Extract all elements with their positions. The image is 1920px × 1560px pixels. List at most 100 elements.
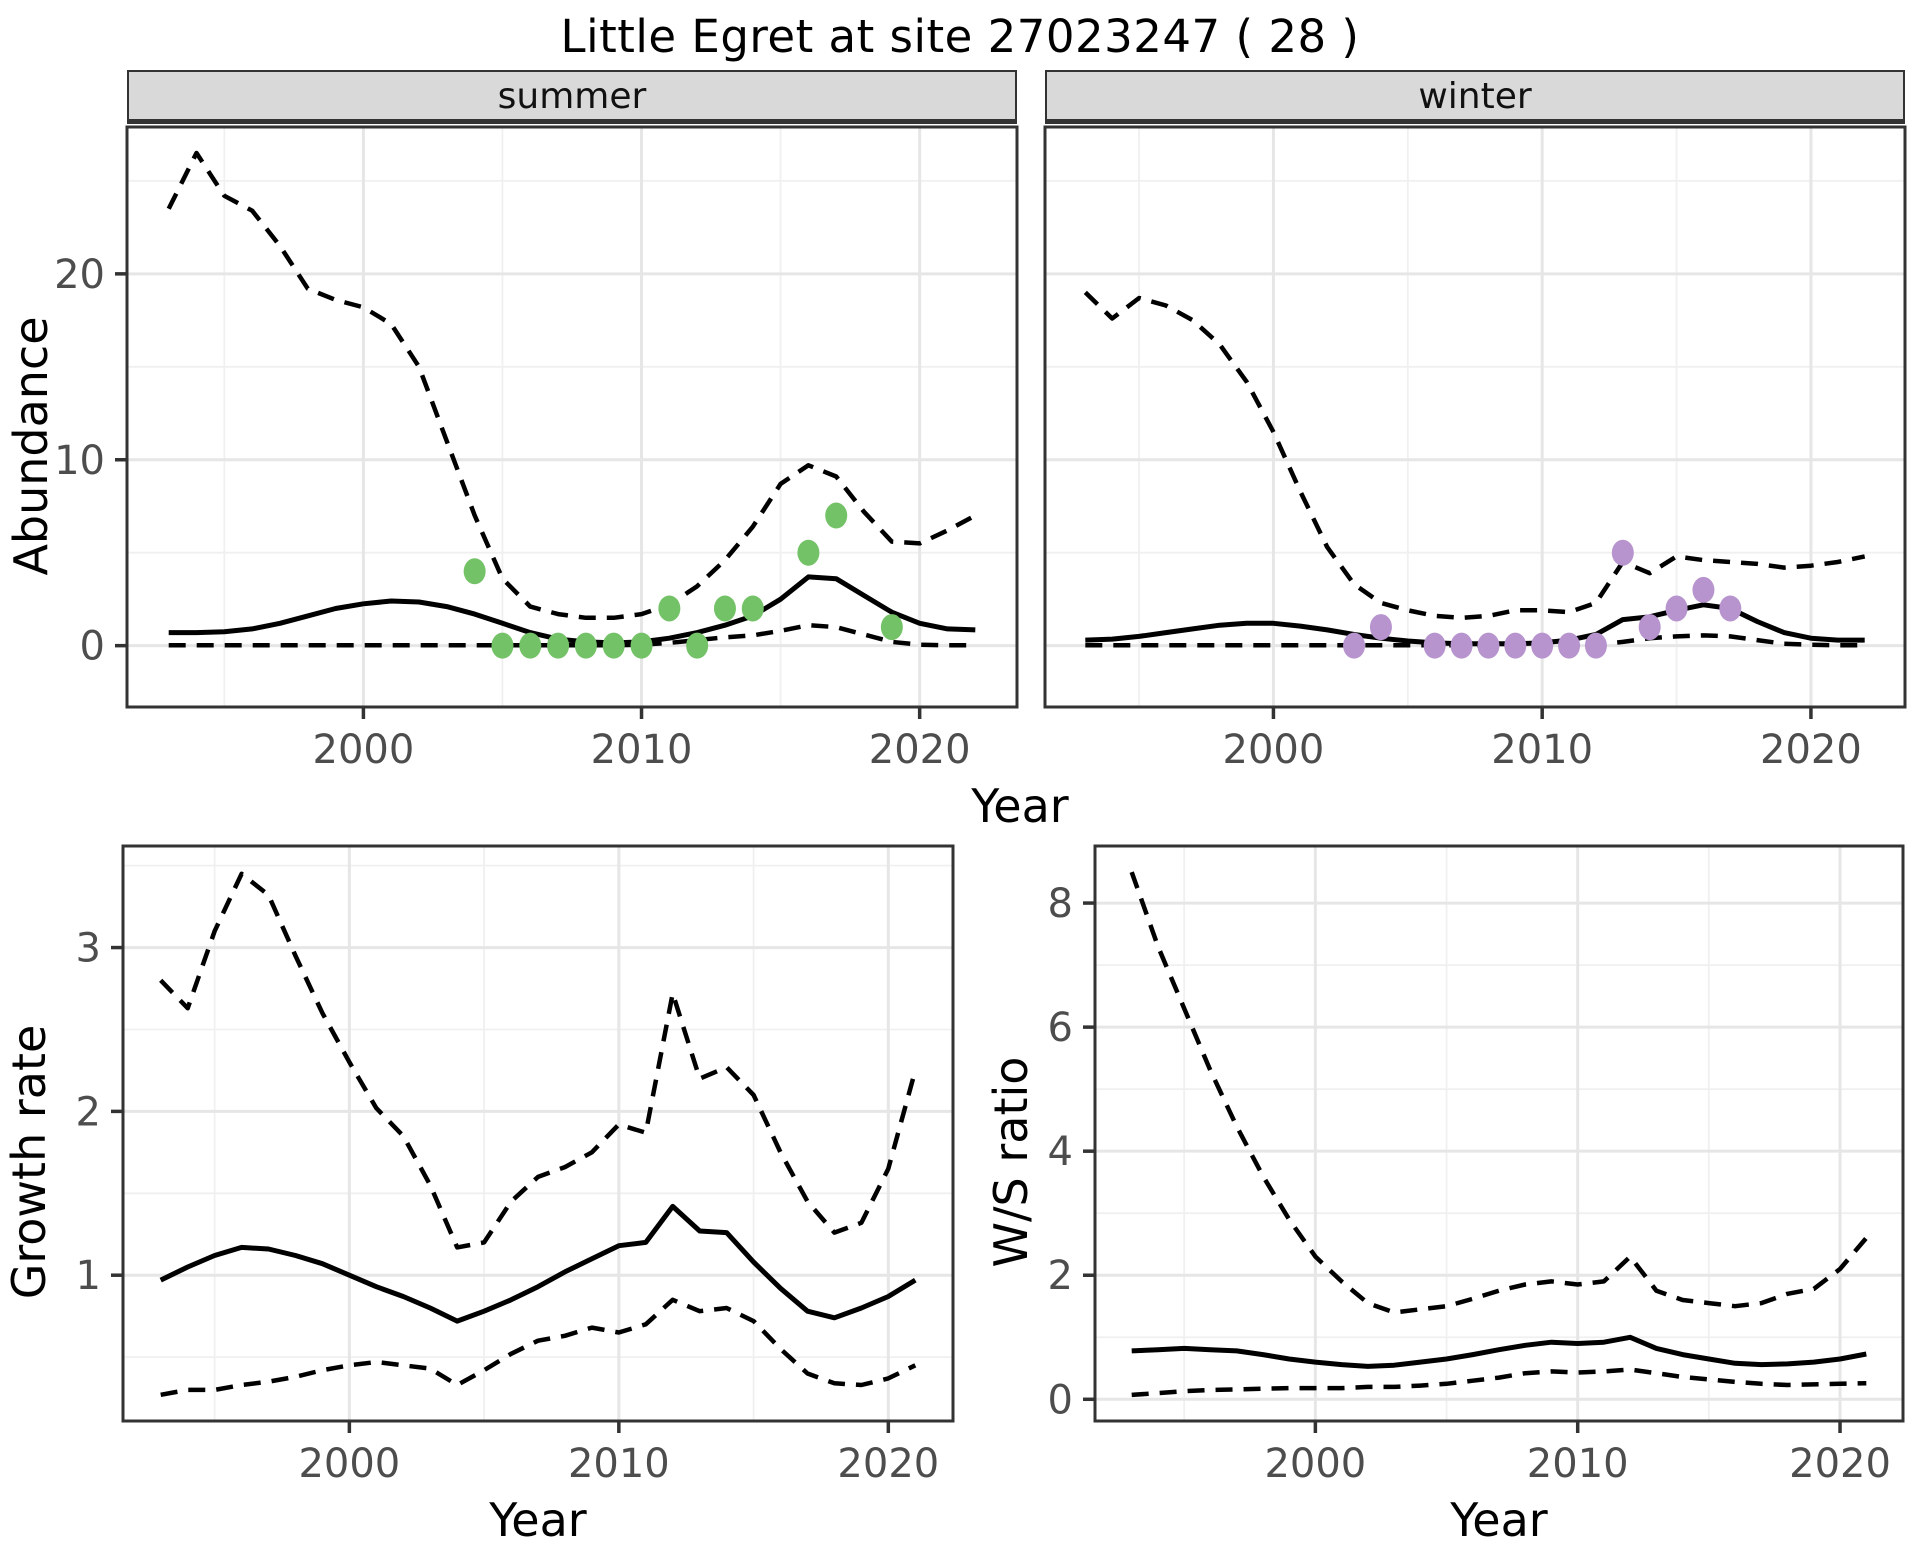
panel-border	[1043, 125, 1907, 709]
y-tick-label: 6	[1048, 1005, 1073, 1051]
x-tick-label: 2010	[568, 1441, 670, 1487]
x-tick-label: 2010	[1527, 1441, 1629, 1487]
growth-rate-x-axis-title: Year	[489, 1493, 587, 1547]
observed-point	[1477, 632, 1500, 659]
facet-strip-summer: summer	[127, 70, 1017, 124]
minor-gridlines	[123, 846, 953, 1421]
observed-point	[1369, 614, 1392, 641]
facet-summer: summer 2000 2010 2020 0 10 20	[54, 70, 1019, 779]
abundance-y-axis-title: Abundance	[4, 316, 58, 576]
summer-abundance-observed-points	[463, 502, 903, 659]
y-tick-label: 0	[1048, 1377, 1073, 1423]
observed-point	[574, 632, 597, 659]
y-tick-label: 8	[1048, 881, 1073, 927]
facet-strip-winter: winter	[1045, 70, 1905, 124]
observed-point	[463, 558, 486, 585]
observed-point	[658, 595, 681, 622]
y-tick-label: 20	[54, 252, 105, 298]
x-tick-label: 2010	[1491, 727, 1593, 773]
y-tick-label: 4	[1048, 1129, 1073, 1175]
x-tick-label: 2020	[1789, 1441, 1891, 1487]
observed-point	[880, 614, 903, 641]
panel-background	[1095, 846, 1903, 1421]
facet-strip-summer-label: summer	[497, 76, 647, 117]
major-gridlines	[123, 846, 953, 1421]
minor-gridlines	[127, 127, 1017, 707]
observed-point	[825, 502, 848, 529]
ws-ratio-x-axis-title: Year	[1450, 1493, 1548, 1547]
x-tick-label: 2020	[837, 1441, 939, 1487]
minor-gridlines	[1045, 127, 1905, 707]
facet-strip-winter-label: winter	[1418, 76, 1532, 117]
x-tick-label: 2000	[298, 1441, 400, 1487]
growth-rate-median-line	[159, 1203, 917, 1324]
summer-abundance-median-line	[168, 574, 976, 646]
abundance-facet-plot: Abundance summer 2000 2010 2020 0 10 20 winte…	[0, 70, 1920, 837]
observed-point	[1719, 595, 1742, 622]
observed-point	[602, 632, 625, 659]
x-tick-label: 2000	[1223, 727, 1325, 773]
minor-gridlines	[1095, 846, 1903, 1421]
facet-row: summer 2000 2010 2020 0 10 20 winter 2000 2010…	[54, 70, 1915, 779]
x-tick-label: 2020	[1760, 727, 1862, 773]
y-tick-label: 3	[76, 926, 101, 972]
winter-abundance-chart: 2000 2010 2020	[1043, 125, 1907, 773]
ws-ratio-chart: 2000 2010 2020 0 2 4 6 8	[1048, 844, 1905, 1487]
ws-ratio-y-axis-title: W/S ratio	[984, 1056, 1038, 1268]
panel-border	[125, 125, 1019, 709]
winter-abundance-observed-points	[1343, 539, 1742, 659]
y-tick-label: 2	[1048, 1253, 1073, 1299]
axis-ticks: 2000 2010 2020	[1223, 707, 1862, 773]
observed-point	[741, 595, 764, 622]
observed-point	[1450, 632, 1473, 659]
page-title: Little Egret at site 27023247 ( 28 )	[560, 10, 1360, 63]
panel-border	[1093, 844, 1905, 1423]
observed-point	[1692, 576, 1715, 603]
growth-rate-upper-95ci-line	[159, 871, 918, 1250]
abundance-x-axis-title: Year	[971, 779, 1069, 833]
y-tick-label: 0	[80, 624, 105, 670]
observed-point	[547, 632, 570, 659]
observed-point	[1665, 595, 1688, 622]
summer-abundance-chart: 2000 2010 2020 0 10 20	[54, 125, 1019, 773]
ws-ratio-median-line	[1131, 1334, 1867, 1369]
x-tick-label: 2020	[869, 727, 971, 773]
panel-background	[123, 846, 953, 1421]
observed-point	[686, 632, 709, 659]
ws-ratio-upper-95ci-line	[1129, 871, 1869, 1315]
observed-point	[1531, 632, 1554, 659]
major-gridlines	[1095, 846, 1903, 1421]
axis-ticks: 2000 2010 2020 0 2 4 6 8	[1048, 881, 1891, 1487]
observed-point	[1343, 632, 1366, 659]
observed-point	[1584, 632, 1607, 659]
growth-rate-plot: Growth rate 2000 2010 2020 1 2 3 Year	[0, 843, 959, 1551]
growth-rate-y-axis: Growth rate	[0, 843, 58, 1551]
growth-rate-lower-95ci-line	[160, 1297, 917, 1398]
bottom-row: Growth rate 2000 2010 2020 1 2 3 Year W/S rat…	[0, 843, 1920, 1551]
y-tick-label: 10	[54, 438, 105, 484]
ws-ratio-panel: 2000 2010 2020 0 2 4 6 8 Year	[1040, 843, 1913, 1551]
axis-ticks: 2000 2010 2020 1 2 3	[76, 926, 940, 1487]
observed-point	[630, 632, 653, 659]
observed-point	[1558, 632, 1581, 659]
x-tick-label: 2000	[313, 727, 415, 773]
winter-abundance-upper-95ci-line	[1083, 290, 1866, 621]
observed-point	[1611, 539, 1634, 566]
y-tick-label: 1	[76, 1253, 101, 1299]
observed-point	[1504, 632, 1527, 659]
growth-rate-chart: 2000 2010 2020 1 2 3	[76, 844, 955, 1487]
observed-point	[1423, 632, 1446, 659]
observed-point	[491, 632, 514, 659]
major-gridlines	[1045, 127, 1905, 707]
abundance-y-axis: Abundance	[0, 70, 62, 837]
summer-abundance-lower-95ci-line	[168, 622, 976, 648]
summer-abundance-upper-95ci-line	[166, 150, 977, 621]
panel-background	[127, 127, 1017, 707]
winter-abundance-lower-95ci-line	[1085, 633, 1865, 648]
axis-ticks: 2000 2010 2020 0 10 20	[54, 252, 970, 773]
observed-point	[1638, 614, 1661, 641]
panel-background	[1045, 127, 1905, 707]
growth-rate-y-axis-title: Growth rate	[2, 1024, 56, 1299]
ws-ratio-plot: W/S ratio 2000 2010 2020 0 2 4 6 8 Year	[982, 843, 1913, 1551]
